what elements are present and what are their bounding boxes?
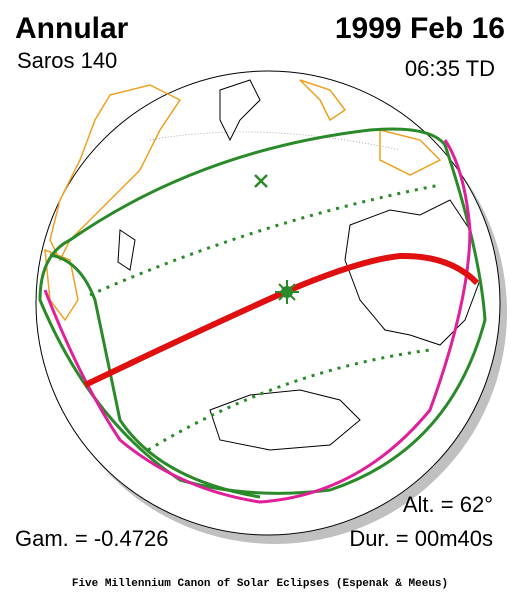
rise-set-curve <box>49 253 261 499</box>
saros: Saros 140 <box>17 48 117 73</box>
equator-ish <box>149 131 401 151</box>
continents-orange <box>44 79 442 322</box>
subsolar-point <box>254 174 268 188</box>
credit: Five Millennium Canon of Solar Eclipses … <box>72 578 448 590</box>
greatest-eclipse <box>275 280 299 304</box>
max-eclipse-curve <box>43 139 472 504</box>
southern-limit <box>147 348 431 452</box>
central-line <box>83 252 480 388</box>
penumbral-limit <box>38 127 487 495</box>
gamma: Gam. = -0.4726 <box>15 526 168 551</box>
globe <box>35 70 501 536</box>
continents-black <box>117 79 481 451</box>
duration: Dur. = 00m40s <box>349 526 493 551</box>
altitude: Alt. = 62° <box>403 492 493 517</box>
time: 06:35 TD <box>405 56 495 81</box>
date: 1999 Feb 16 <box>335 12 505 45</box>
eclipse-type: Annular <box>15 12 129 45</box>
